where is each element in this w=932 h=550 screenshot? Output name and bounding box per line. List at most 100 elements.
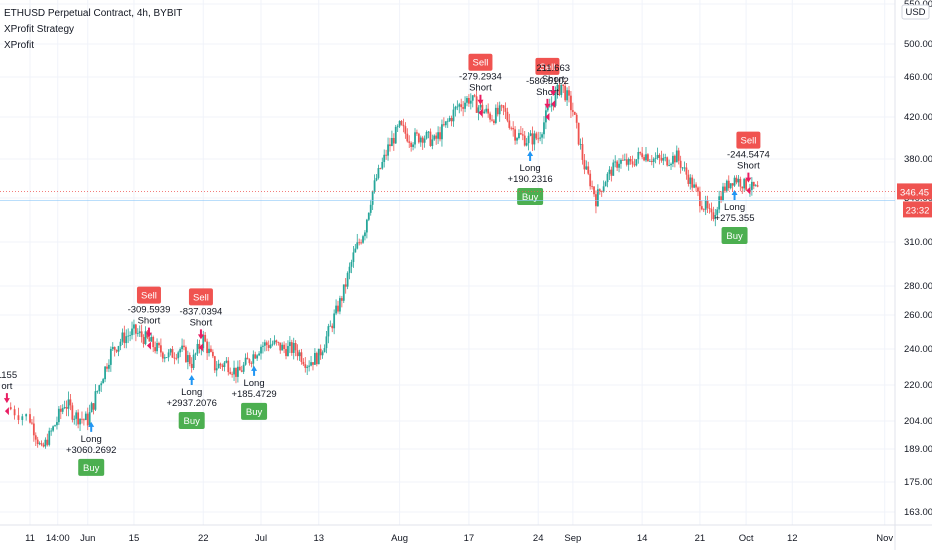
candle-body: [263, 342, 266, 346]
time-tick-label: Jul: [255, 533, 267, 544]
candle-body: [558, 84, 561, 95]
candle-body: [725, 180, 728, 191]
signal-text: Long: [520, 163, 541, 174]
candle-body: [604, 182, 607, 187]
candle-body: [429, 131, 432, 146]
arrow-up-icon: [188, 375, 195, 386]
price-axis[interactable]: 163.00 175.00 189.00 204.00 220.00 240.00 260.…: [895, 0, 932, 550]
candle-body: [296, 350, 299, 357]
candle-body: [13, 409, 16, 416]
candle-body: [591, 186, 593, 188]
signal-text: Short: [469, 83, 492, 94]
candle-body: [314, 352, 316, 365]
candle-body: [541, 134, 543, 138]
candle-body: [452, 109, 455, 122]
candle-body: [77, 412, 80, 425]
signal-text: Short: [138, 316, 161, 327]
candle-body: [421, 137, 424, 143]
candle-body: [206, 341, 208, 354]
candle-body: [238, 366, 241, 371]
signal-text: Long: [181, 387, 202, 398]
signal-text: Short: [190, 317, 213, 328]
candle-body: [687, 174, 690, 184]
candle-body: [643, 157, 645, 161]
candle-body: [731, 183, 734, 186]
candle-body: [387, 144, 389, 156]
candle-body: [433, 135, 436, 140]
candle-body: [754, 185, 757, 187]
candle-body: [489, 113, 491, 120]
candle-body: [158, 342, 160, 346]
sell-badge: [188, 288, 213, 306]
candle-body: [127, 335, 130, 337]
candle-body: [265, 342, 268, 346]
candle-body: [477, 107, 480, 113]
candle-body: [354, 248, 357, 253]
candle-body: [543, 122, 545, 135]
candle-body: [275, 340, 278, 343]
candle-body: [285, 349, 287, 357]
currency-label: USD: [905, 7, 925, 18]
candle-body: [670, 163, 672, 166]
candle-body: [510, 127, 513, 129]
candle-body: [79, 418, 81, 425]
candle-body: [308, 365, 311, 367]
candle-body: [498, 105, 501, 115]
candle-body: [42, 444, 45, 447]
candle-body: [190, 363, 193, 368]
candle-body: [342, 284, 345, 301]
candle-body: [258, 353, 260, 356]
candle-body: [331, 325, 334, 329]
candle-body: [185, 347, 187, 362]
candle-body: [750, 181, 753, 190]
candle-body: [36, 439, 39, 445]
candle-body: [600, 190, 603, 192]
buy-badge: [721, 226, 748, 244]
candle-body: [581, 144, 584, 160]
candle-body: [392, 137, 395, 144]
candle-body: [254, 354, 257, 359]
candle-body: [404, 126, 407, 134]
signal-text: 211.663: [536, 63, 570, 74]
candle-body: [679, 160, 682, 168]
candle-body: [635, 159, 638, 166]
candle-body: [90, 403, 93, 413]
candle-body: [362, 236, 364, 243]
candle-body: [67, 399, 70, 409]
arrow-down-icon: [544, 98, 551, 109]
candle-body: [144, 331, 147, 345]
candle-body: [106, 366, 108, 369]
signal-text: -580.5102: [526, 76, 569, 87]
candle-body: [745, 178, 747, 190]
price-tick-label: 163.00: [904, 507, 932, 518]
candle-body: [435, 135, 438, 139]
candle-body: [662, 157, 665, 161]
candle-body: [321, 352, 324, 356]
candle-body: [177, 352, 180, 359]
candle-body: [756, 185, 759, 187]
candle-body: [664, 157, 667, 159]
signal-text: ort: [1, 381, 12, 392]
candle-body: [616, 161, 619, 168]
indicator-name[interactable]: XProfit: [4, 40, 35, 51]
candle-body: [704, 200, 707, 210]
candle-body: [211, 351, 214, 357]
candle-body: [733, 177, 736, 186]
candle-body: [722, 186, 724, 201]
candle-body: [302, 361, 305, 365]
candle-body: [373, 180, 376, 192]
strategy-name[interactable]: XProfit Strategy: [4, 24, 75, 35]
candle-body: [562, 84, 565, 86]
candle-body: [573, 111, 576, 115]
signal-text: +190.2316: [508, 174, 553, 185]
candle-body: [358, 242, 361, 244]
candle-body: [100, 383, 103, 386]
symbol-title[interactable]: ETHUSD Perpetual Contract, 4h, BYBIT: [4, 8, 183, 19]
signal-text: Short: [536, 87, 559, 98]
candle-body: [344, 284, 347, 287]
candle-body: [570, 95, 572, 111]
